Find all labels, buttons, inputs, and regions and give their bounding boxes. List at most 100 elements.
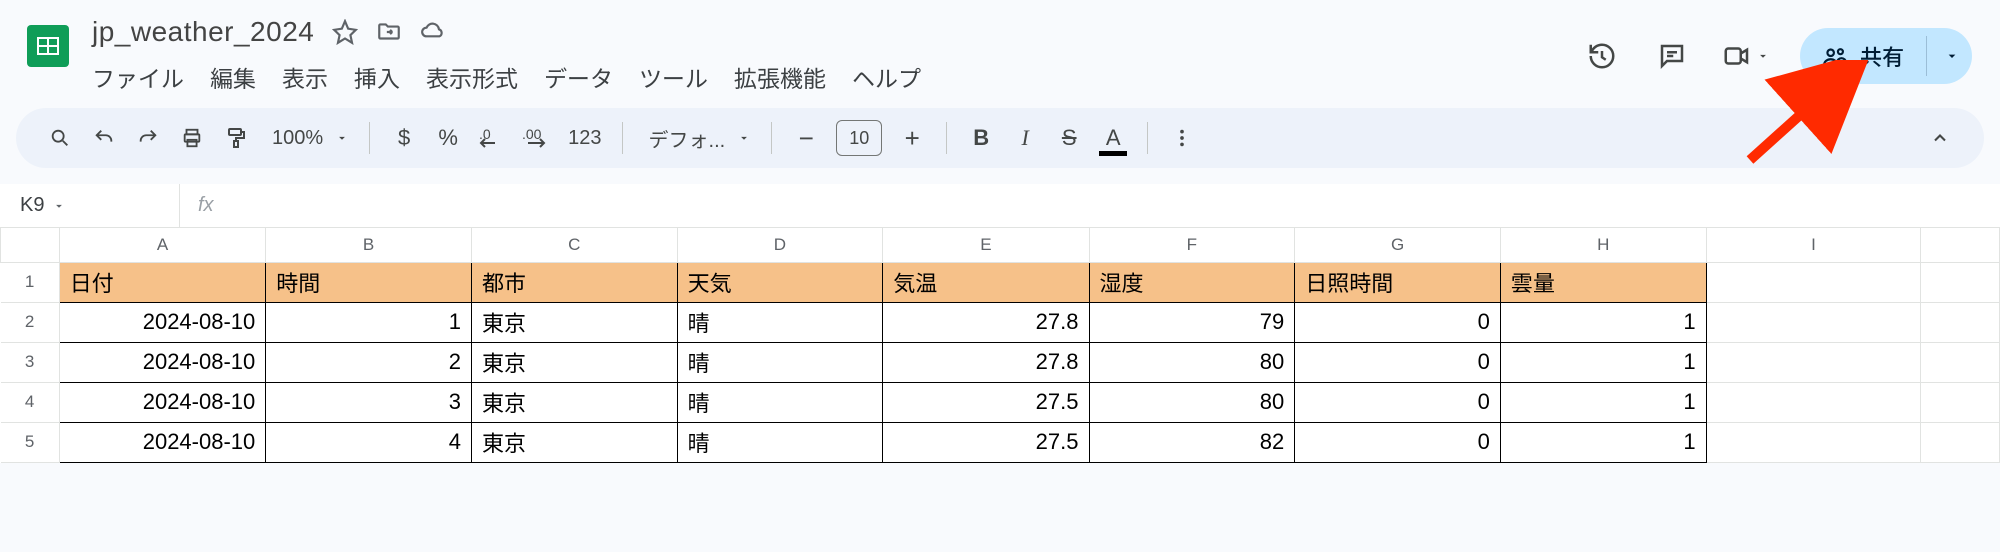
font-size-increase[interactable]: + — [892, 118, 932, 158]
print-icon[interactable] — [172, 118, 212, 158]
column-header[interactable]: E — [883, 228, 1089, 262]
cell[interactable]: 時間 — [266, 262, 472, 302]
cell[interactable]: 1 — [1500, 342, 1706, 382]
cell[interactable]: 82 — [1089, 422, 1295, 462]
history-icon[interactable] — [1582, 36, 1622, 76]
cell[interactable]: 27.8 — [883, 302, 1089, 342]
cell[interactable]: 東京 — [471, 302, 677, 342]
cell[interactable]: 0 — [1295, 342, 1501, 382]
paint-format-icon[interactable] — [216, 118, 256, 158]
cell[interactable]: 晴 — [677, 302, 883, 342]
menu-view[interactable]: 表示 — [282, 58, 328, 96]
cell[interactable] — [1706, 302, 1921, 342]
comment-icon[interactable] — [1652, 36, 1692, 76]
cell[interactable] — [1706, 262, 1921, 302]
cell[interactable]: 東京 — [471, 382, 677, 422]
cell[interactable]: 2024-08-10 — [59, 302, 266, 342]
menu-data[interactable]: データ — [544, 58, 613, 96]
column-header[interactable]: C — [471, 228, 677, 262]
sheets-logo[interactable] — [20, 18, 76, 74]
row-header[interactable]: 1 — [1, 262, 60, 302]
star-icon[interactable] — [332, 19, 358, 45]
cell[interactable]: 3 — [266, 382, 472, 422]
cell[interactable] — [1706, 382, 1921, 422]
menu-file[interactable]: ファイル — [92, 58, 184, 96]
cell[interactable]: 天気 — [677, 262, 883, 302]
cell[interactable]: 都市 — [471, 262, 677, 302]
column-header[interactable]: I — [1706, 228, 1921, 262]
row-header[interactable]: 3 — [1, 342, 60, 382]
column-header[interactable]: A — [59, 228, 266, 262]
row-header[interactable]: 5 — [1, 422, 60, 462]
cell[interactable] — [1921, 422, 2000, 462]
cell[interactable] — [1921, 382, 2000, 422]
spreadsheet-grid[interactable]: ABCDEFGHI 1日付時間都市天気気温湿度日照時間雲量22024-08-10… — [0, 228, 2000, 463]
cell[interactable]: 2024-08-10 — [59, 342, 266, 382]
font-size-decrease[interactable]: − — [786, 118, 826, 158]
menu-insert[interactable]: 挿入 — [354, 58, 400, 96]
cell[interactable]: 27.8 — [883, 342, 1089, 382]
italic-button[interactable]: I — [1005, 118, 1045, 158]
column-header[interactable]: B — [266, 228, 472, 262]
cell[interactable]: 27.5 — [883, 422, 1089, 462]
cell[interactable]: 4 — [266, 422, 472, 462]
cell[interactable]: 東京 — [471, 422, 677, 462]
cell[interactable]: 2024-08-10 — [59, 382, 266, 422]
cloud-status-icon[interactable] — [420, 19, 446, 45]
column-header[interactable]: D — [677, 228, 883, 262]
cell[interactable]: 0 — [1295, 302, 1501, 342]
zoom-select[interactable]: 100% — [260, 118, 355, 158]
cell[interactable]: 80 — [1089, 342, 1295, 382]
text-color-button[interactable]: A — [1093, 118, 1133, 158]
cell[interactable]: 0 — [1295, 382, 1501, 422]
percent-button[interactable]: % — [428, 118, 468, 158]
column-header[interactable]: H — [1500, 228, 1706, 262]
column-header[interactable] — [1921, 228, 2000, 262]
column-header[interactable]: F — [1089, 228, 1295, 262]
cell[interactable]: 晴 — [677, 382, 883, 422]
menu-format[interactable]: 表示形式 — [426, 58, 518, 96]
search-icon[interactable] — [40, 118, 80, 158]
cell[interactable]: 0 — [1295, 422, 1501, 462]
menu-tools[interactable]: ツール — [639, 58, 708, 96]
share-dropdown[interactable] — [1926, 36, 1966, 76]
collapse-toolbar-icon[interactable] — [1920, 118, 1960, 158]
increase-decimal-button[interactable]: .00 — [516, 118, 558, 158]
cell[interactable]: 湿度 — [1089, 262, 1295, 302]
number-format-button[interactable]: 123 — [562, 118, 607, 158]
cell[interactable] — [1921, 302, 2000, 342]
cell[interactable] — [1706, 342, 1921, 382]
cell[interactable] — [1921, 342, 2000, 382]
cell[interactable]: 日照時間 — [1295, 262, 1501, 302]
cell[interactable]: 1 — [1500, 422, 1706, 462]
name-box[interactable]: K9 — [0, 184, 180, 227]
undo-icon[interactable] — [84, 118, 124, 158]
cell[interactable]: 晴 — [677, 422, 883, 462]
font-select[interactable]: デフォ... — [637, 118, 758, 158]
decrease-decimal-button[interactable]: .0 — [472, 118, 512, 158]
column-header[interactable]: G — [1295, 228, 1501, 262]
cell[interactable]: 80 — [1089, 382, 1295, 422]
cell[interactable]: 東京 — [471, 342, 677, 382]
cell[interactable]: 1 — [1500, 302, 1706, 342]
redo-icon[interactable] — [128, 118, 168, 158]
bold-button[interactable]: B — [961, 118, 1001, 158]
currency-button[interactable]: $ — [384, 118, 424, 158]
strikethrough-button[interactable]: S — [1049, 118, 1089, 158]
cell[interactable]: 27.5 — [883, 382, 1089, 422]
share-button[interactable]: 共有 — [1800, 28, 1972, 84]
menu-ext[interactable]: 拡張機能 — [734, 58, 826, 96]
row-header[interactable]: 4 — [1, 382, 60, 422]
cell[interactable] — [1921, 262, 2000, 302]
row-header[interactable]: 2 — [1, 302, 60, 342]
meet-button[interactable] — [1722, 41, 1770, 71]
cell[interactable]: 1 — [1500, 382, 1706, 422]
cell[interactable]: 晴 — [677, 342, 883, 382]
document-title[interactable]: jp_weather_2024 — [92, 16, 314, 48]
move-to-folder-icon[interactable] — [376, 19, 402, 45]
menu-edit[interactable]: 編集 — [210, 58, 256, 96]
cell[interactable]: 2024-08-10 — [59, 422, 266, 462]
menu-help[interactable]: ヘルプ — [852, 58, 921, 96]
font-size-field[interactable]: 10 — [836, 120, 882, 156]
cell[interactable]: 79 — [1089, 302, 1295, 342]
